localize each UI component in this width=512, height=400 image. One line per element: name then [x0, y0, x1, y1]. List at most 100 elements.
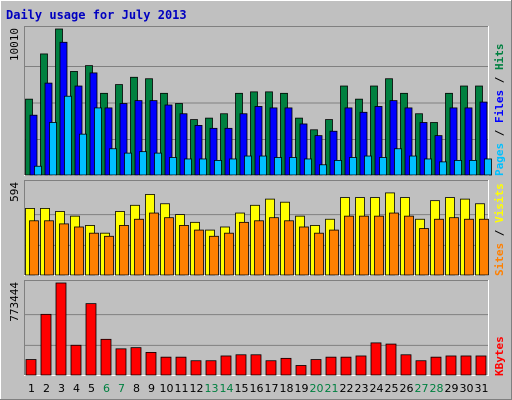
day-label: 5 [88, 382, 95, 395]
bar-sites-day-23 [359, 215, 369, 276]
bar-pages-day-15 [244, 155, 252, 176]
day-label: 2 [43, 382, 50, 395]
bar-pages-day-1 [34, 165, 42, 176]
day-label: 1 [28, 382, 35, 395]
bar-kbytes-day-28 [430, 356, 442, 376]
bar-files-day-27 [419, 122, 428, 176]
chart-title: Daily usage for July 2013 [6, 8, 187, 22]
bar-pages-day-7 [124, 152, 132, 176]
bar-pages-day-14 [229, 158, 237, 176]
day-label: 17 [265, 382, 279, 395]
bar-sites-day-3 [59, 223, 69, 276]
bar-files-day-29 [449, 107, 458, 176]
day-label: 7 [118, 382, 125, 395]
day-label: 10 [160, 382, 174, 395]
chart-panels: 10010 Pages / Files / Hits 594 Sites / Visi… [8, 26, 506, 376]
bar-pages-day-16 [259, 155, 267, 176]
bar-kbytes-day-17 [265, 360, 277, 376]
bar-files-day-12 [194, 125, 203, 176]
bar-sites-day-29 [449, 217, 459, 276]
bar-kbytes-day-7 [115, 348, 127, 376]
day-label: 21 [325, 382, 339, 395]
day-label: 22 [340, 382, 354, 395]
bar-pages-day-19 [304, 158, 312, 176]
bar-kbytes-day-20 [310, 359, 322, 376]
bar-files-day-18 [284, 107, 293, 176]
day-label: 26 [400, 382, 414, 395]
bar-files-day-7 [119, 103, 128, 176]
bar-sites-day-5 [89, 232, 99, 276]
day-label: 20 [310, 382, 324, 395]
bar-kbytes-day-10 [160, 356, 172, 376]
bar-kbytes-day-13 [205, 360, 217, 376]
bar-kbytes-day-12 [190, 360, 202, 376]
bar-pages-day-18 [289, 157, 297, 176]
bar-sites-day-19 [299, 226, 309, 276]
y-max-label: 10010 [8, 28, 21, 61]
legend-hits: Hits [493, 44, 506, 77]
bar-files-day-4 [74, 85, 83, 176]
bar-files-day-1 [29, 114, 38, 176]
bar-sites-day-4 [74, 226, 84, 276]
bar-files-day-24 [374, 106, 383, 176]
bar-files-day-10 [164, 104, 173, 176]
bar-kbytes-day-16 [250, 354, 262, 376]
bar-files-day-20 [314, 135, 323, 176]
day-label: 28 [430, 382, 444, 395]
bar-sites-day-15 [239, 221, 249, 276]
bar-files-day-8 [134, 100, 143, 176]
bar-sites-day-18 [284, 220, 294, 276]
bar-kbytes-day-31 [475, 355, 487, 376]
bar-kbytes-day-19 [295, 365, 307, 376]
bar-pages-day-30 [469, 160, 477, 176]
bar-kbytes-day-11 [175, 356, 187, 376]
bar-kbytes-day-23 [355, 355, 367, 376]
day-label: 11 [175, 382, 189, 395]
bar-pages-day-3 [64, 95, 72, 176]
y-max-label: 594 [8, 182, 21, 202]
bar-sites-day-24 [374, 215, 384, 276]
bar-kbytes-day-6 [100, 338, 112, 376]
panel-hits-files-pages: 10010 Pages / Files / Hits [8, 26, 506, 176]
bar-sites-day-28 [434, 218, 444, 276]
bar-pages-day-29 [454, 160, 462, 176]
bar-pages-day-9 [154, 152, 162, 176]
bar-sites-day-31 [479, 218, 489, 276]
day-label: 24 [370, 382, 384, 395]
legend-separator: / [493, 229, 506, 243]
day-label: 9 [148, 382, 155, 395]
legend-separator: / [493, 129, 506, 143]
day-label: 3 [58, 382, 65, 395]
bar-kbytes-day-30 [460, 355, 472, 376]
bar-kbytes-day-9 [145, 351, 157, 376]
day-label: 29 [445, 382, 459, 395]
bar-pages-day-31 [484, 158, 492, 176]
bar-files-day-16 [254, 106, 263, 176]
bar-pages-day-22 [349, 157, 357, 176]
bar-sites-day-16 [254, 220, 264, 276]
bar-pages-day-28 [439, 161, 447, 176]
bar-files-day-19 [299, 123, 308, 176]
bar-kbytes-day-26 [400, 354, 412, 376]
bar-kbytes-day-1 [25, 359, 37, 376]
bar-files-day-13 [209, 127, 218, 176]
bar-pages-day-24 [379, 157, 387, 176]
bar-files-day-11 [179, 113, 188, 176]
bar-kbytes-day-27 [415, 360, 427, 376]
bar-files-day-26 [404, 107, 413, 176]
bar-pages-day-27 [424, 158, 432, 176]
bar-kbytes-day-25 [385, 343, 397, 376]
day-axis-labels: 1 2 3 4 5 6 7 8 9 10 11 12 13 14 15 16 17 18 19 20 21 22 23 24 2… [28, 382, 489, 395]
day-label: 18 [280, 382, 294, 395]
legend-sites: Sites [493, 243, 506, 276]
day-label: 6 [103, 382, 110, 395]
panel-visits-sites: 594 Sites / Visits [8, 180, 506, 276]
day-label: 14 [220, 382, 234, 395]
bar-kbytes-day-4 [70, 344, 82, 376]
bar-pages-day-6 [109, 148, 117, 176]
day-label: 12 [190, 382, 204, 395]
day-label: 23 [355, 382, 369, 395]
bar-kbytes-day-21 [325, 356, 337, 376]
bar-kbytes-day-8 [130, 347, 142, 376]
bar-files-day-21 [329, 130, 338, 176]
